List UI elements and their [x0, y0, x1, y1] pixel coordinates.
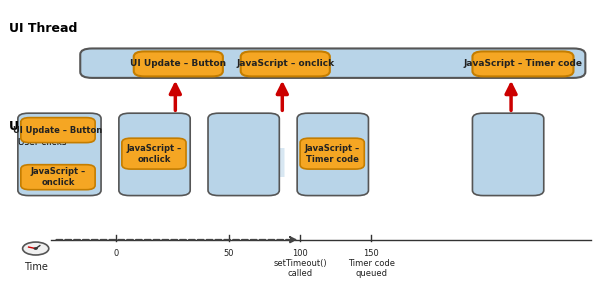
Text: JavaScript –
Timer code: JavaScript – Timer code	[305, 143, 360, 164]
Circle shape	[34, 248, 37, 249]
FancyBboxPatch shape	[80, 48, 586, 78]
Text: 0: 0	[113, 249, 119, 257]
Circle shape	[23, 242, 49, 255]
Text: UI Update – Button: UI Update – Button	[130, 59, 226, 68]
FancyBboxPatch shape	[134, 51, 223, 76]
Text: 150
Timer code
queued: 150 Timer code queued	[348, 249, 395, 278]
Text: JavaScript – onclick: JavaScript – onclick	[236, 59, 334, 68]
Text: JavaScript – Timer code: JavaScript – Timer code	[463, 59, 583, 68]
FancyBboxPatch shape	[119, 113, 190, 196]
Text: 50: 50	[224, 249, 234, 257]
FancyBboxPatch shape	[122, 138, 186, 169]
Text: JavaScript –
onclick: JavaScript – onclick	[127, 143, 182, 164]
FancyBboxPatch shape	[300, 138, 364, 169]
FancyBboxPatch shape	[21, 118, 95, 143]
FancyBboxPatch shape	[241, 51, 330, 76]
Text: UI Update – Button: UI Update – Button	[13, 126, 103, 135]
Text: JavaScript –
onclick: JavaScript – onclick	[31, 167, 86, 187]
Text: 100
setTimeout()
called: 100 setTimeout() called	[274, 249, 327, 278]
Text: UI Thread: UI Thread	[9, 22, 77, 35]
FancyBboxPatch shape	[472, 113, 544, 196]
Text: UI Queue: UI Queue	[9, 119, 73, 132]
Text: User clicks: User clicks	[18, 138, 67, 147]
Text: REI: REI	[217, 147, 288, 185]
FancyBboxPatch shape	[472, 51, 574, 76]
FancyBboxPatch shape	[297, 113, 368, 196]
Text: Time: Time	[24, 262, 47, 272]
FancyBboxPatch shape	[208, 113, 280, 196]
FancyBboxPatch shape	[21, 165, 95, 190]
FancyBboxPatch shape	[18, 113, 101, 196]
